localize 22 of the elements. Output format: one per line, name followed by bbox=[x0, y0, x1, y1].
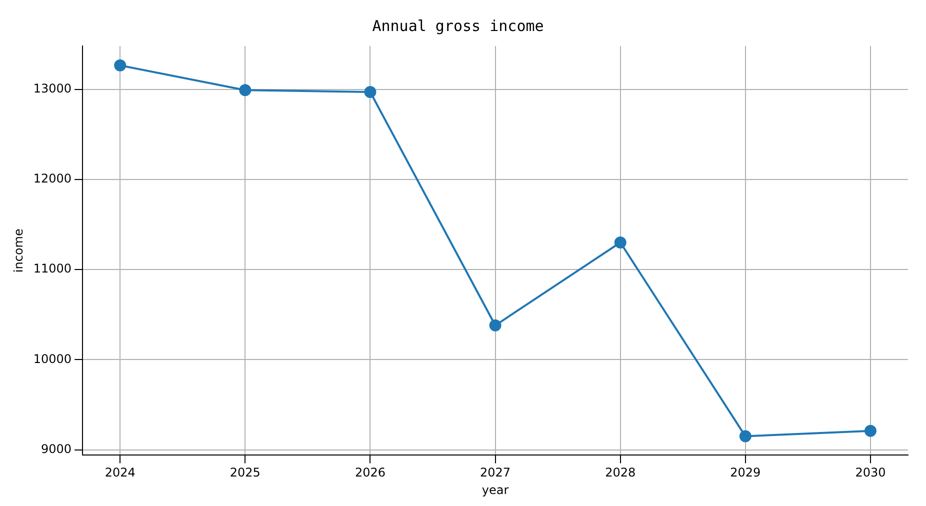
x-tick-label: 2026 bbox=[354, 466, 386, 480]
x-tick-label: 2029 bbox=[730, 466, 761, 480]
y-axis-title: income bbox=[11, 228, 26, 273]
point bbox=[614, 236, 626, 248]
x-tick-label: 2030 bbox=[855, 466, 886, 480]
y-tick-label: 13000 bbox=[33, 81, 72, 96]
x-tick-label: 2025 bbox=[230, 466, 260, 480]
point bbox=[864, 424, 876, 437]
x-tick-label: 2024 bbox=[104, 466, 136, 480]
point bbox=[239, 84, 252, 96]
y-tick-label: 11000 bbox=[33, 262, 72, 276]
point bbox=[114, 59, 126, 72]
point bbox=[489, 319, 502, 332]
point bbox=[364, 86, 376, 98]
y-tick-label: 12000 bbox=[33, 172, 72, 186]
x-tick-label: 2028 bbox=[605, 466, 636, 480]
chart-title: Annual gross income bbox=[372, 16, 544, 35]
x-tick-label: 2027 bbox=[480, 466, 511, 480]
x-axis-title: year bbox=[482, 482, 509, 497]
y-tick-label: 10000 bbox=[33, 352, 72, 366]
y-tick-label: 9000 bbox=[41, 442, 72, 456]
point bbox=[739, 430, 752, 442]
